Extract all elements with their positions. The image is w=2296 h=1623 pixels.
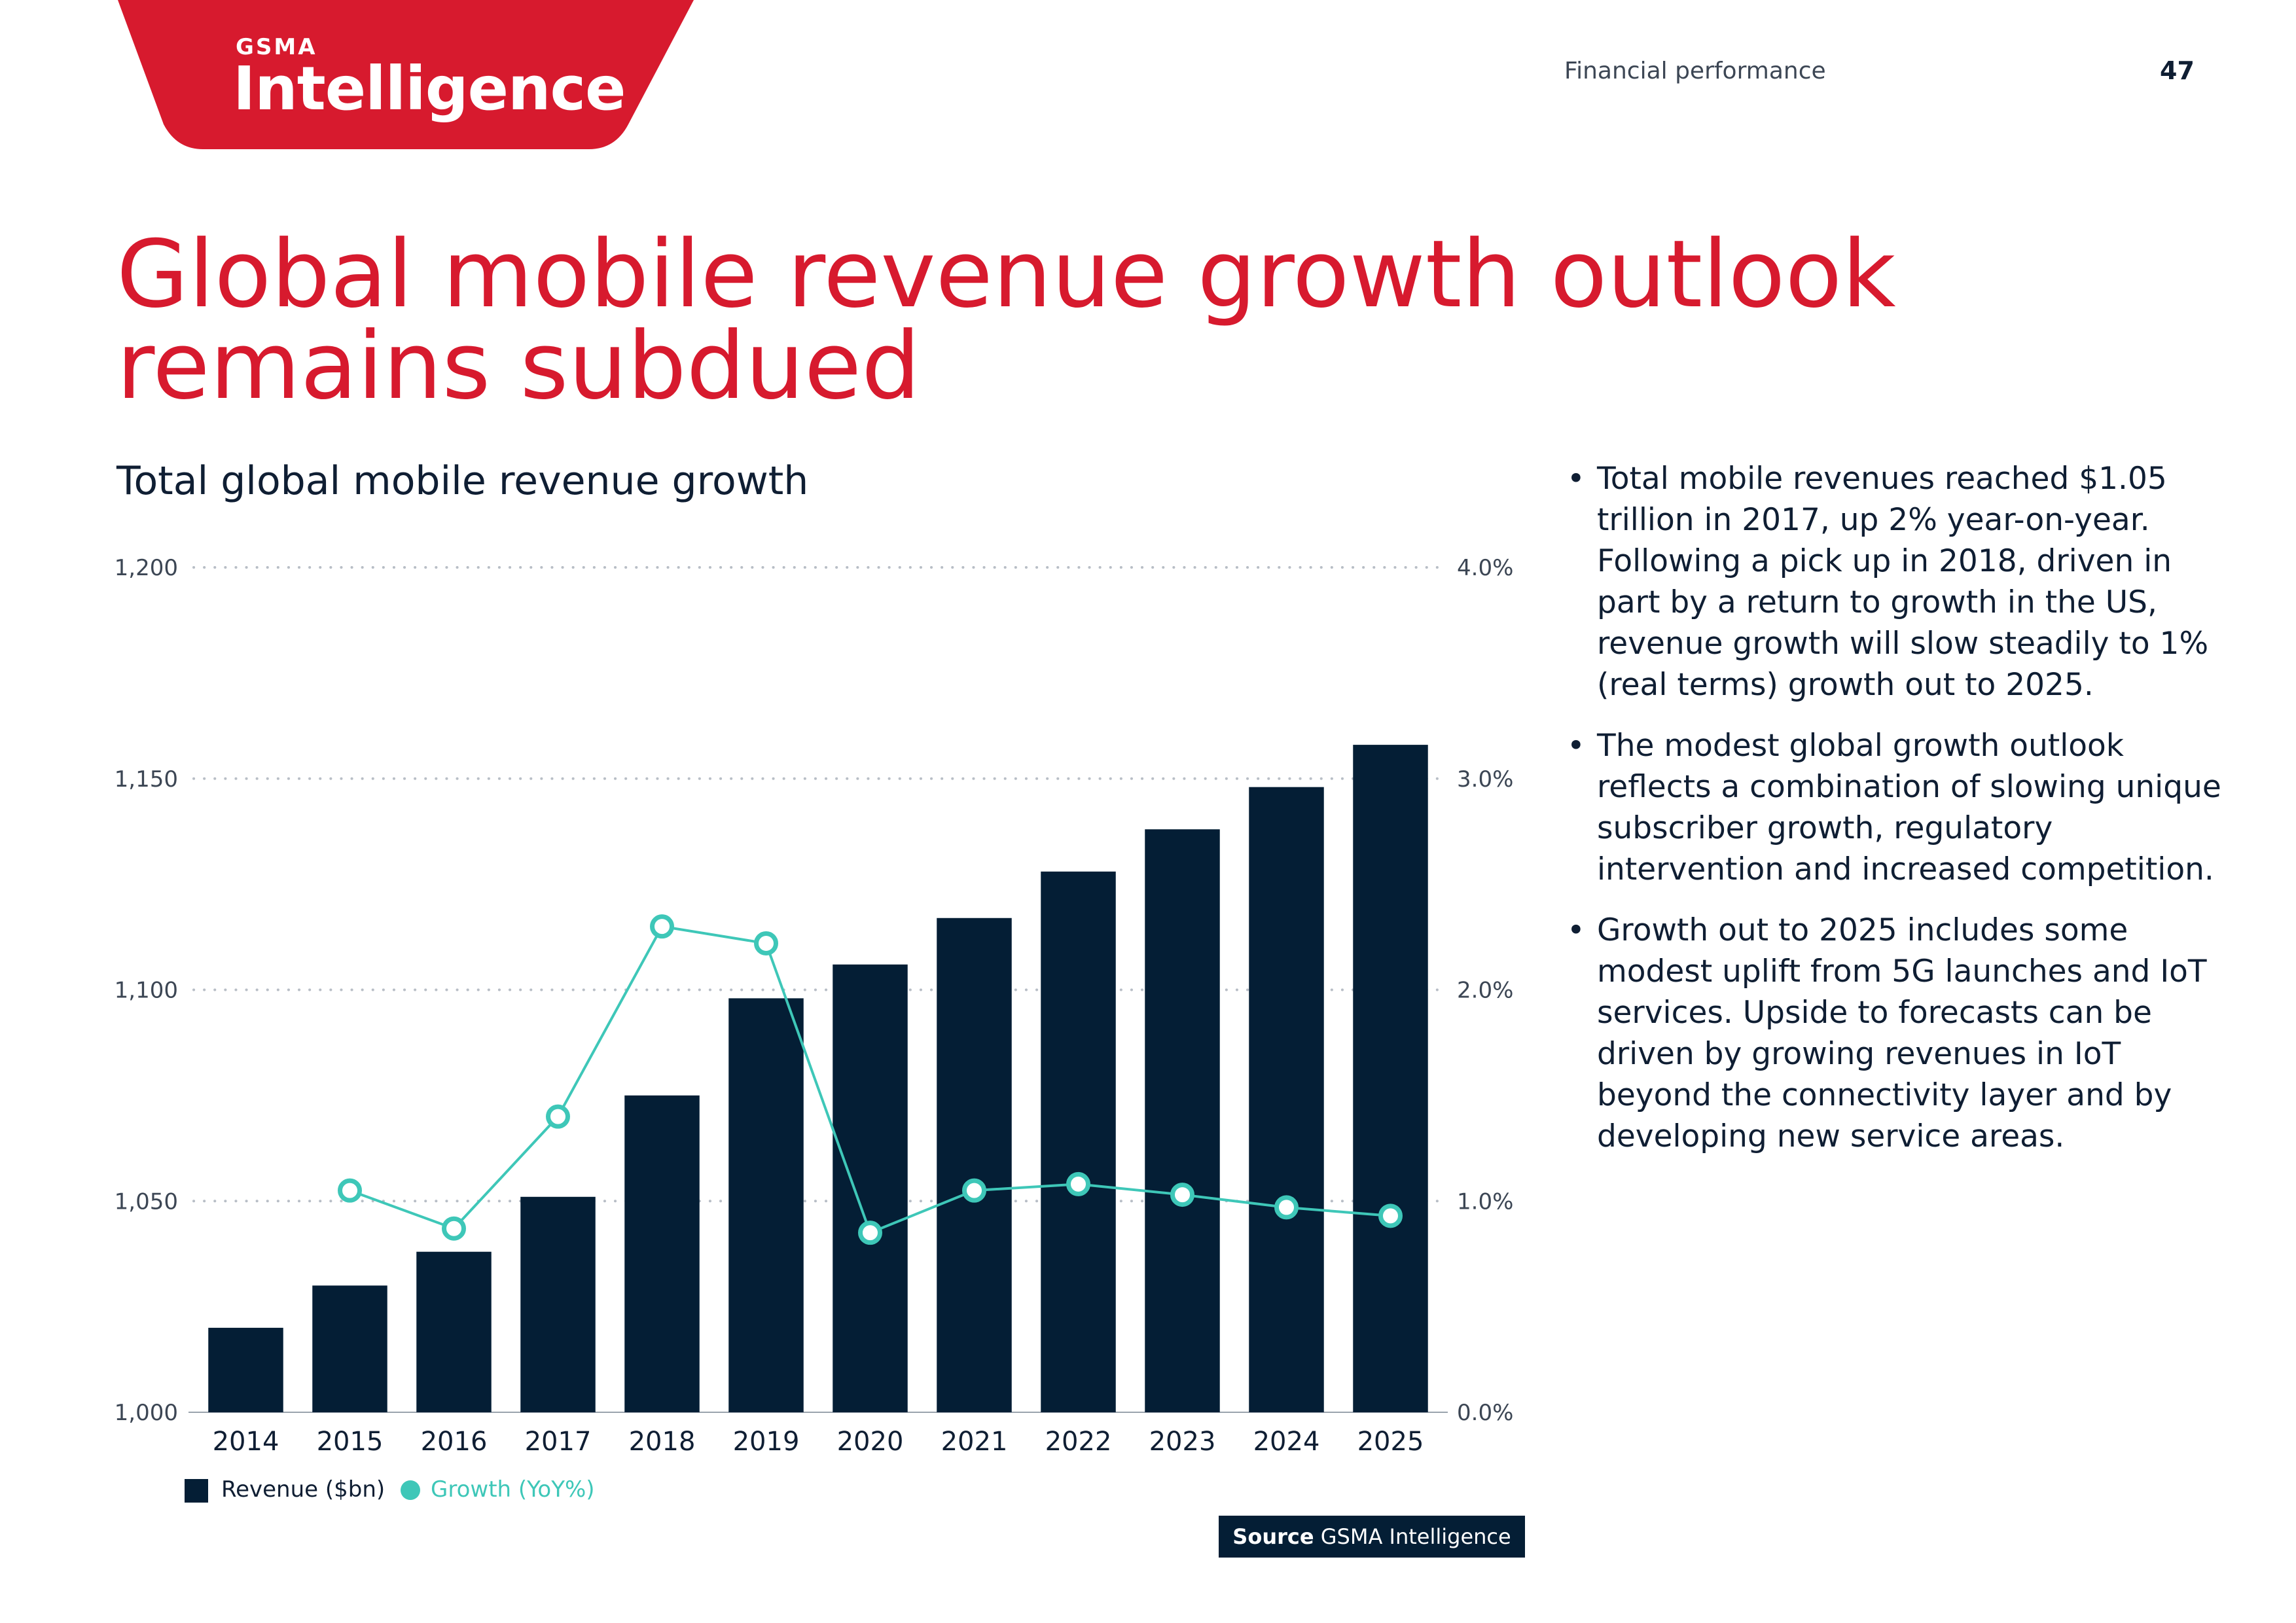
legend-label-growth: Growth (YoY%) (431, 1476, 595, 1503)
bullet-dot: • (1567, 728, 1585, 764)
legend-swatch-growth (401, 1480, 420, 1500)
revenue-bar (728, 998, 804, 1412)
page-number: 47 (2160, 56, 2195, 85)
x-tick-label: 2022 (1045, 1427, 1112, 1457)
label-layer: 1,000 1,050 1,100 1,150 1,200 0.0% 1.0% 2.0% 3.0… (115, 555, 1514, 1457)
chart-title: Total global mobile revenue growth (117, 458, 809, 504)
page-title: Global mobile revenue growth outlook rem… (117, 221, 1896, 420)
logo-tab-shape (118, 0, 694, 149)
bullet-text: The modest global growth outlook reflect… (1597, 728, 2221, 887)
x-tick-label: 2017 (525, 1427, 592, 1457)
source-text: GSMA Intelligence (1320, 1524, 1511, 1549)
legend-swatch-revenue (185, 1479, 208, 1503)
revenue-bar (520, 1196, 596, 1412)
y-right-tick-label: 3.0% (1457, 766, 1513, 793)
y-right-tick-label: 2.0% (1457, 978, 1513, 1004)
revenue-bar (1249, 787, 1324, 1412)
x-tick-label: 2021 (941, 1427, 1008, 1457)
y-right-tick-label: 1.0% (1457, 1188, 1513, 1215)
revenue-bar (1353, 745, 1428, 1412)
y-left-tick-label: 1,050 (115, 1188, 178, 1215)
y-left-tick-label: 1,150 (115, 766, 178, 793)
section-label: Financial performance (1564, 58, 1826, 84)
x-tick-label: 2024 (1253, 1427, 1320, 1457)
x-tick-label: 2016 (421, 1427, 488, 1457)
bullet-text: Growth out to 2025 includes some modest … (1597, 912, 2207, 1154)
bullet-item: • Growth out to 2025 includes some modest… (1567, 910, 2221, 1157)
revenue-bar (312, 1285, 387, 1412)
source-box: Source GSMA Intelligence (1219, 1516, 1525, 1558)
x-tick-label: 2020 (837, 1427, 904, 1457)
growth-point (338, 1178, 362, 1203)
growth-point (1170, 1183, 1194, 1207)
revenue-bar (416, 1251, 492, 1412)
bullet-list: • Total mobile revenues reached $1.05 tri… (1567, 458, 2221, 1177)
y-right-tick-label: 4.0% (1457, 555, 1513, 581)
growth-point (442, 1216, 466, 1241)
growth-point (546, 1104, 570, 1129)
growth-point (858, 1221, 882, 1245)
bullet-item: • Total mobile revenues reached $1.05 tri… (1567, 458, 2221, 705)
bullet-text: Total mobile revenues reached $1.05 tril… (1597, 461, 2209, 703)
y-left-tick-label: 1,200 (115, 555, 178, 581)
logo-intelligence: Intelligence (233, 54, 626, 124)
legend-label-revenue: Revenue ($bn) (221, 1476, 386, 1503)
y-right-tick-label: 0.0% (1457, 1400, 1513, 1426)
grid-layer (188, 566, 1448, 1413)
x-tick-label: 2025 (1357, 1427, 1424, 1457)
bullet-dot: • (1567, 912, 1585, 948)
revenue-bar (1145, 829, 1220, 1412)
x-tick-label: 2018 (629, 1427, 696, 1457)
growth-point (1378, 1204, 1403, 1228)
x-tick-label: 2023 (1149, 1427, 1216, 1457)
growth-line-layer (338, 914, 1403, 1245)
bullet-item: • The modest global growth outlook reflec… (1567, 725, 2221, 890)
x-tick-label: 2014 (213, 1427, 279, 1457)
revenue-bar (937, 918, 1012, 1412)
revenue-bar (624, 1095, 700, 1412)
revenue-bar (208, 1327, 283, 1412)
growth-point (1066, 1171, 1090, 1196)
y-left-tick-label: 1,000 (115, 1400, 178, 1426)
logo-gsma: GSMA (236, 34, 317, 60)
x-tick-label: 2019 (733, 1427, 800, 1457)
growth-point (1274, 1195, 1299, 1220)
revenue-bar (833, 964, 908, 1412)
bullet-dot: • (1567, 461, 1585, 497)
revenue-bar (1041, 871, 1116, 1412)
x-tick-label: 2015 (317, 1427, 384, 1457)
bar-layer (208, 745, 1428, 1412)
source-label: Source (1232, 1524, 1314, 1549)
y-left-tick-label: 1,100 (115, 978, 178, 1004)
growth-point (962, 1178, 986, 1203)
growth-point (754, 931, 778, 955)
growth-point (650, 914, 674, 939)
